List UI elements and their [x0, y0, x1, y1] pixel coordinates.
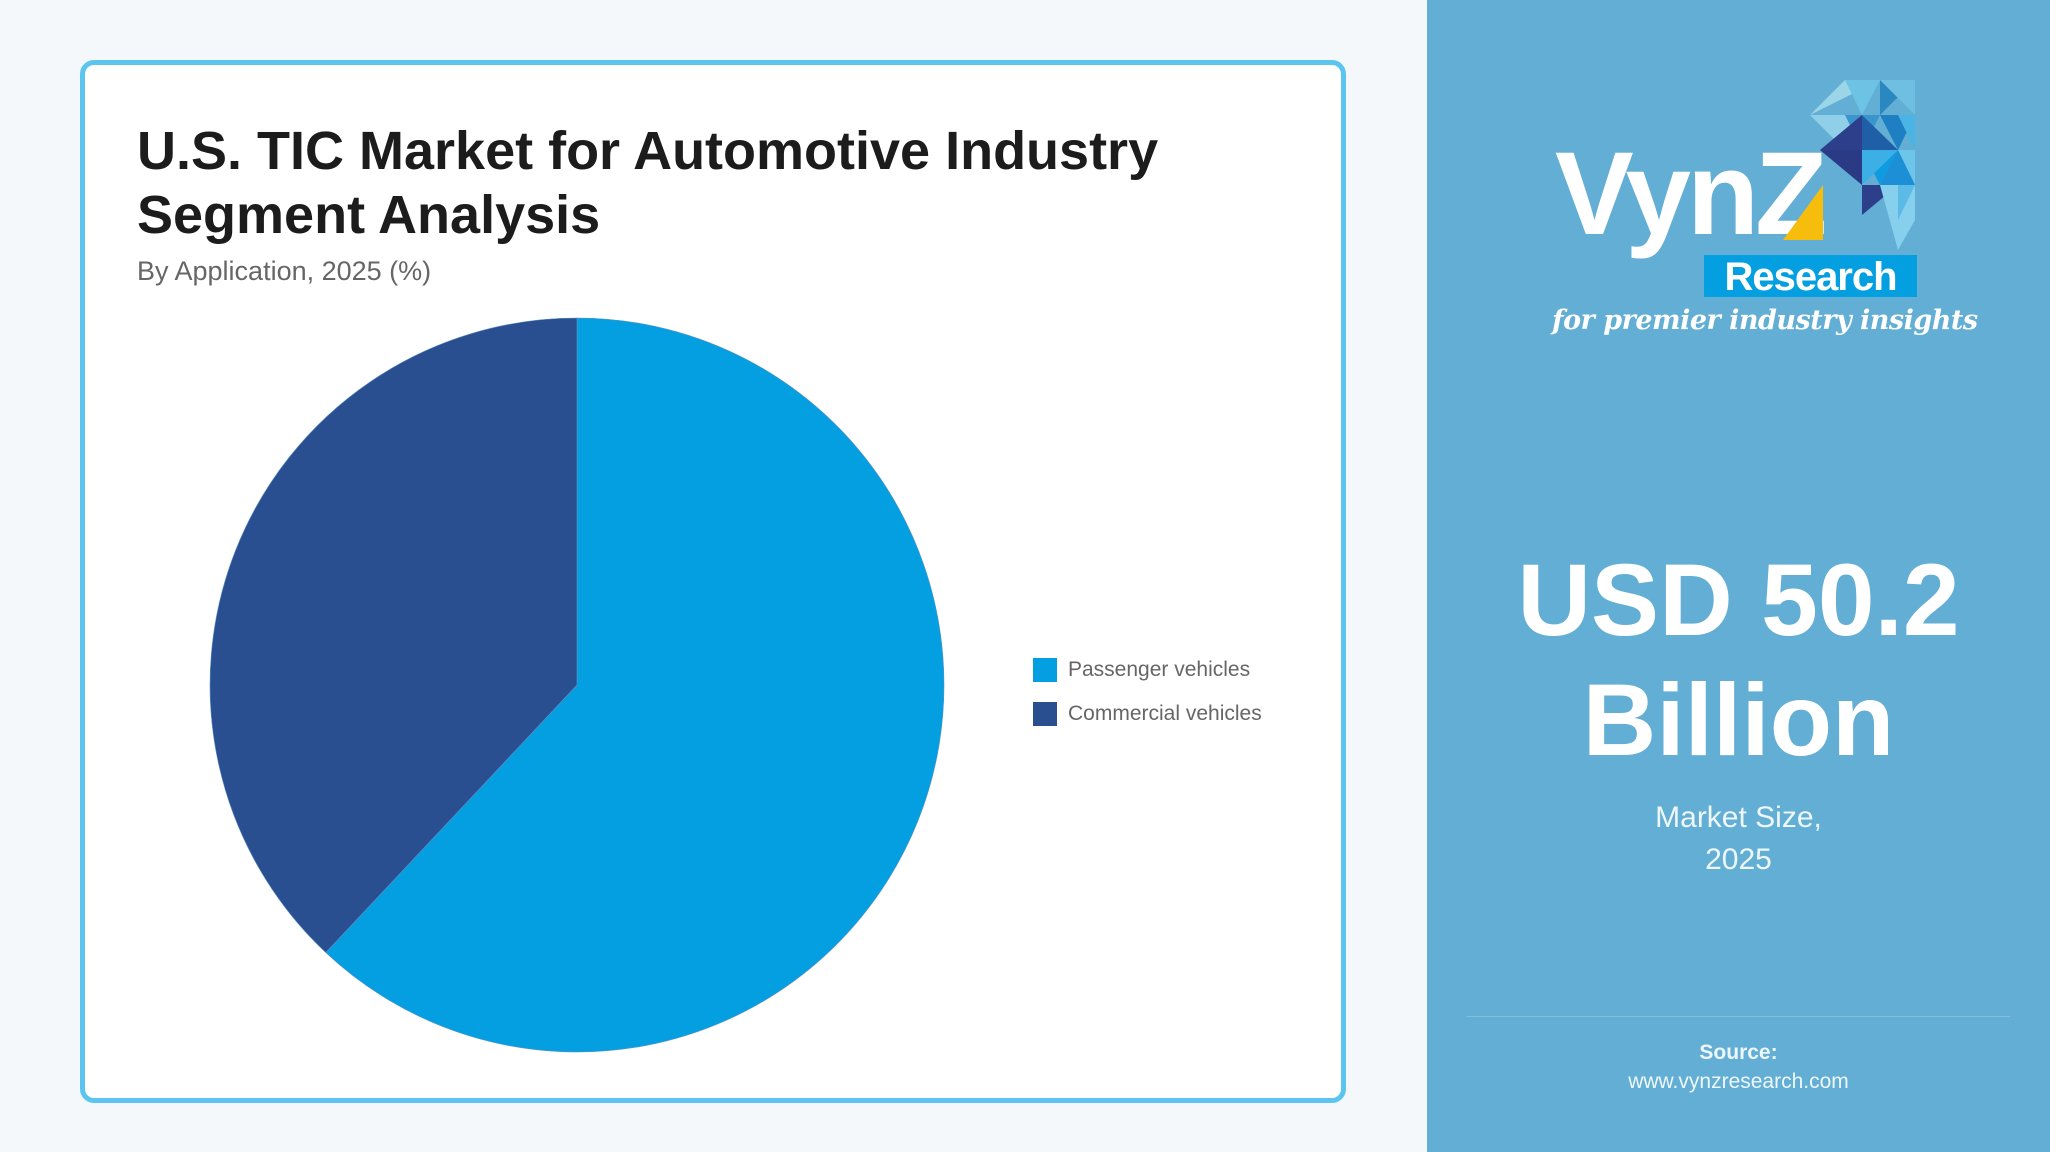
logo-research-badge: Research: [1704, 255, 1917, 299]
summary-panel: VynZ Research for premier industry insig…: [1427, 0, 2050, 1152]
legend-item-passenger-vehicles[interactable]: Passenger vehicles: [1033, 648, 1262, 692]
market-size-label: Market Size, 2025: [1427, 797, 2050, 881]
source-label: Source:: [1699, 1041, 1778, 1064]
legend-swatch-commercial-vehicles: [1033, 702, 1057, 726]
triangle-mosaic-icon: [1810, 80, 1915, 250]
market-size-value-line-1: USD 50.2: [1517, 543, 1960, 657]
pie-chart: [209, 317, 945, 1053]
legend-label: Commercial vehicles: [1068, 702, 1262, 725]
market-size-label-line-1: Market Size,: [1655, 801, 1822, 834]
logo-tagline: for premier industry insights: [1552, 305, 1978, 336]
legend-swatch-passenger-vehicles: [1033, 658, 1057, 682]
chart-title-line-2: Segment Analysis: [137, 185, 601, 245]
chart-title-line-1: U.S. TIC Market for Automotive Industry: [137, 121, 1159, 181]
pie-slice-passenger-vehicles[interactable]: [325, 317, 945, 1053]
chart-title: U.S. TIC Market for Automotive Industry …: [137, 119, 1158, 247]
chart-card: U.S. TIC Market for Automotive Industry …: [80, 60, 1346, 1103]
market-size-value: USD 50.2 Billion: [1427, 540, 2050, 780]
legend-label: Passenger vehicles: [1068, 658, 1251, 681]
logo-wordmark-text: VynZ: [1555, 128, 1827, 260]
vynz-research-logo: VynZ Research for premier industry insig…: [1547, 75, 1978, 355]
market-size-label-line-2: 2025: [1705, 843, 1772, 876]
legend-item-commercial-vehicles[interactable]: Commercial vehicles: [1033, 692, 1262, 736]
source-url[interactable]: www.vynzresearch.com: [1628, 1070, 1849, 1093]
chart-subtitle: By Application, 2025 (%): [137, 256, 432, 286]
logo-accent-triangle-icon: [1783, 185, 1823, 240]
source-divider: [1467, 1016, 2010, 1017]
chart-legend: Passenger vehicles Commercial vehicles: [1033, 648, 1262, 736]
logo-wordmark: VynZ: [1555, 135, 1827, 253]
market-size-value-line-2: Billion: [1582, 663, 1895, 777]
pie-slice-commercial-vehicles[interactable]: [209, 317, 578, 953]
